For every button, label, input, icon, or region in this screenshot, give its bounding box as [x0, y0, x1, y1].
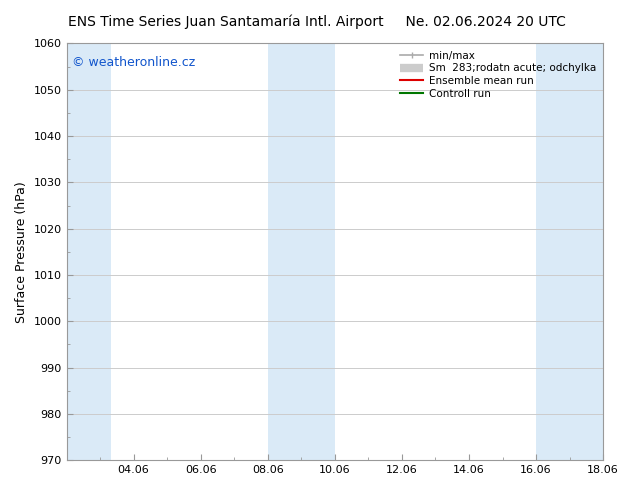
Bar — [268, 44, 335, 460]
Bar — [67, 44, 111, 460]
Bar — [536, 44, 603, 460]
Text: © weatheronline.cz: © weatheronline.cz — [72, 56, 195, 69]
Y-axis label: Surface Pressure (hPa): Surface Pressure (hPa) — [15, 181, 28, 323]
Text: ENS Time Series Juan Santamaría Intl. Airport     Ne. 02.06.2024 20 UTC: ENS Time Series Juan Santamaría Intl. Ai… — [68, 15, 566, 29]
Legend: min/max, Sm  283;rodatn acute; odchylka, Ensemble mean run, Controll run: min/max, Sm 283;rodatn acute; odchylka, … — [398, 49, 598, 100]
